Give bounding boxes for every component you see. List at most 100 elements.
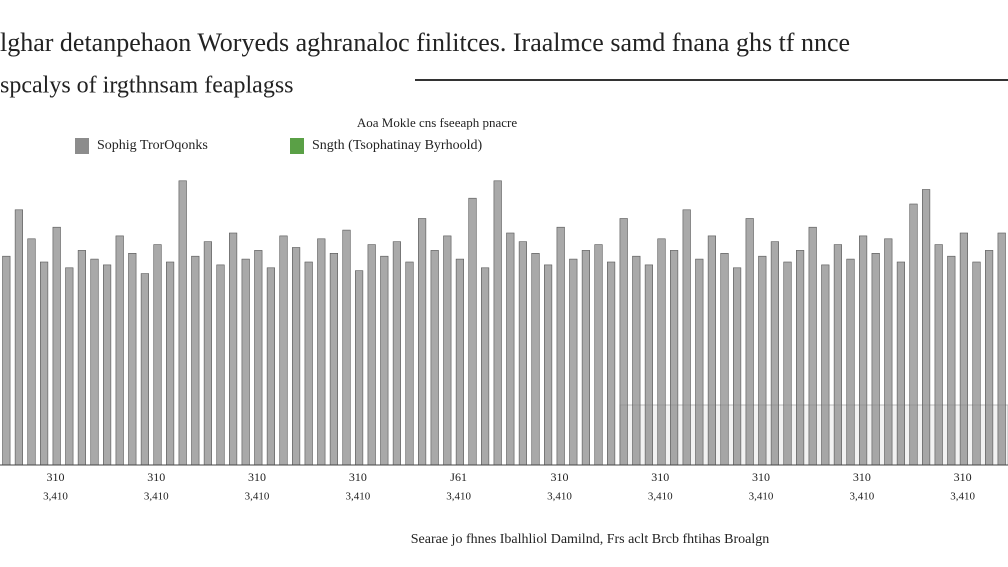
bar xyxy=(556,226,565,466)
bar xyxy=(430,250,439,466)
bar xyxy=(506,232,515,466)
legend-label: Sophig TrorOqonks xyxy=(97,138,208,153)
bar xyxy=(292,247,301,466)
x-tick-label: 310 xyxy=(853,470,871,484)
bar xyxy=(140,273,149,466)
bar xyxy=(808,226,817,466)
bar xyxy=(581,250,590,466)
x-tick-label: J61 xyxy=(450,470,467,484)
bar xyxy=(896,261,905,466)
bar xyxy=(531,253,540,466)
bar xyxy=(720,253,729,466)
bar xyxy=(342,229,351,466)
bar xyxy=(657,238,666,466)
bar xyxy=(796,250,805,466)
bar xyxy=(682,209,691,466)
bar xyxy=(216,264,225,466)
legend-swatch xyxy=(290,138,304,154)
bar xyxy=(934,244,943,466)
bar xyxy=(997,232,1006,466)
bar xyxy=(241,258,250,466)
bar xyxy=(443,235,452,466)
bar xyxy=(481,267,490,466)
bar xyxy=(518,241,527,466)
source: Searae jo fhnes Ibalhliol Damilnd, Frs a… xyxy=(411,532,769,547)
bar xyxy=(115,235,124,466)
bar xyxy=(455,258,464,466)
bar xyxy=(770,241,779,466)
bar xyxy=(153,244,162,466)
x-tick-sublabel: 3,410 xyxy=(144,491,169,503)
x-tick-label: 310 xyxy=(651,470,669,484)
x-tick-sublabel: 3,410 xyxy=(749,491,774,503)
annotation: Aoa Mokle cns fseeaph pnacre xyxy=(357,115,517,130)
bar xyxy=(178,180,187,466)
bar xyxy=(607,261,616,466)
bar xyxy=(947,255,956,466)
chart-title: lghar detanpehaon Woryeds aghranaloc fin… xyxy=(0,28,850,57)
bar xyxy=(493,180,502,466)
bar xyxy=(392,241,401,466)
bar xyxy=(922,189,931,466)
bar xyxy=(569,258,578,466)
x-tick-label: 310 xyxy=(550,470,568,484)
bar xyxy=(846,258,855,466)
x-tick-label: 310 xyxy=(147,470,165,484)
bar xyxy=(821,264,830,466)
bar xyxy=(670,250,679,466)
bar xyxy=(27,238,36,466)
bar xyxy=(833,244,842,466)
bar xyxy=(103,264,112,466)
bar xyxy=(317,238,326,466)
bar xyxy=(783,261,792,466)
bar xyxy=(733,267,742,466)
x-tick-label: 310 xyxy=(954,470,972,484)
bar xyxy=(871,253,880,466)
x-tick-label: 310 xyxy=(248,470,266,484)
bar xyxy=(355,270,364,466)
bar xyxy=(418,218,427,466)
bar xyxy=(707,235,716,466)
bar xyxy=(695,258,704,466)
x-tick-sublabel: 3,410 xyxy=(43,491,68,503)
bar xyxy=(758,255,767,466)
bar xyxy=(203,241,212,466)
bar xyxy=(166,261,175,466)
bar xyxy=(229,232,238,466)
chart-subtitle: spcalys of irgthnsam feaplagss xyxy=(0,73,294,99)
bar xyxy=(619,218,628,466)
bar xyxy=(266,267,275,466)
x-tick-label: 310 xyxy=(752,470,770,484)
x-tick-sublabel: 3,410 xyxy=(446,491,471,503)
legend-label: Sngth (Tsophatinay Byrhoold) xyxy=(312,138,482,153)
bar xyxy=(367,244,376,466)
x-tick-sublabel: 3,410 xyxy=(849,491,874,503)
x-tick-label: 310 xyxy=(46,470,64,484)
bar xyxy=(644,264,653,466)
bar xyxy=(2,255,11,466)
bar xyxy=(745,218,754,466)
bar xyxy=(909,203,918,466)
x-tick-sublabel: 3,410 xyxy=(648,491,673,503)
bar xyxy=(254,250,263,466)
bar xyxy=(128,253,137,466)
x-tick-label: 310 xyxy=(349,470,367,484)
bar xyxy=(77,250,86,466)
x-tick-sublabel: 3,410 xyxy=(245,491,270,503)
bar xyxy=(40,261,49,466)
bar xyxy=(959,232,968,466)
x-tick-sublabel: 3,410 xyxy=(345,491,370,503)
bar xyxy=(65,267,74,466)
legend-swatch xyxy=(75,138,89,154)
bar xyxy=(544,264,553,466)
bar xyxy=(304,261,313,466)
bar xyxy=(90,258,99,466)
x-tick-sublabel: 3,410 xyxy=(950,491,975,503)
bar xyxy=(594,244,603,466)
bar xyxy=(14,209,23,466)
bar xyxy=(279,235,288,466)
bar xyxy=(468,197,477,466)
bar xyxy=(380,255,389,466)
bar xyxy=(884,238,893,466)
